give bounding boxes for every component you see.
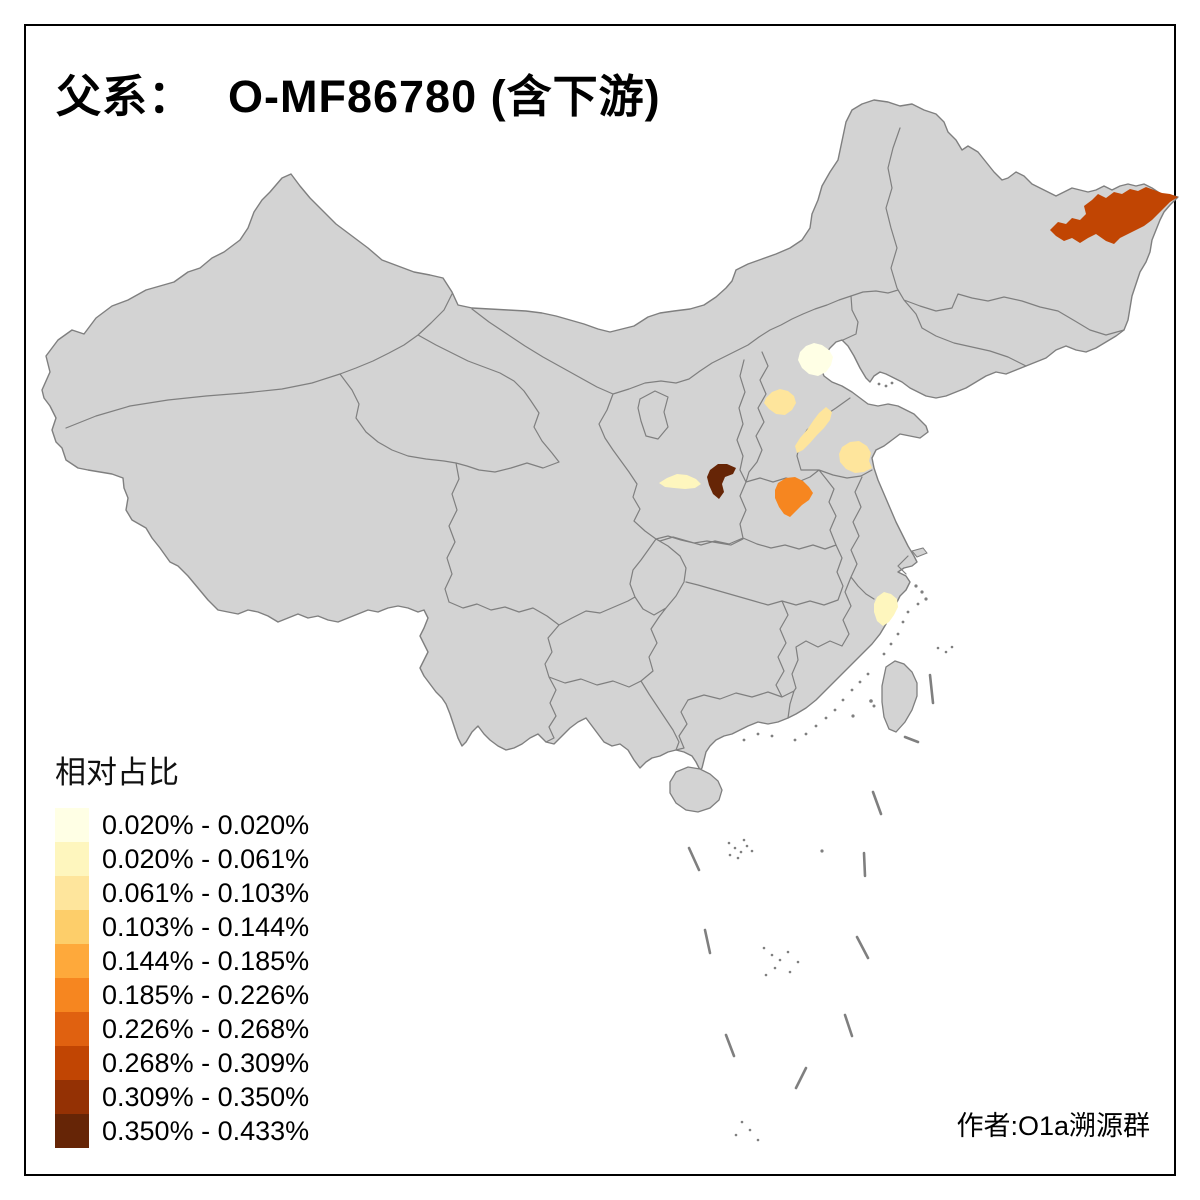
islet-specks [727, 381, 954, 1142]
legend-label: 0.268% - 0.309% [102, 1048, 310, 1078]
map-region-henan [775, 477, 813, 517]
title-haplogroup: O-MF86780 (含下游) [228, 71, 661, 122]
map-region-shanxi-north [764, 389, 796, 415]
legend-swatch [55, 944, 89, 978]
legend-swatch [55, 1046, 89, 1080]
legend-label: 0.020% - 0.020% [102, 810, 310, 840]
legend-swatch [55, 876, 89, 910]
mainland-outline [41, 99, 1179, 771]
legend-swatch [55, 910, 89, 944]
chongming-island [911, 547, 928, 558]
page-title: 父系： O-MF86780 (含下游) [56, 60, 661, 125]
legend-label: 0.226% - 0.268% [102, 1014, 310, 1044]
legend-item: 0.061% - 0.103% [55, 876, 309, 910]
legend-item: 0.226% - 0.268% [55, 1012, 309, 1046]
title-prefix: 父系： [56, 71, 195, 122]
legend-swatch [55, 1012, 89, 1046]
legend-label: 0.185% - 0.226% [102, 980, 310, 1010]
map-region-northeast [1050, 187, 1178, 244]
map-region-gansu-se [659, 474, 701, 489]
legend-label: 0.350% - 0.433% [102, 1116, 310, 1146]
legend-label: 0.020% - 0.061% [102, 844, 310, 874]
map-region-beijing [798, 343, 833, 376]
hainan-island [669, 766, 723, 813]
legend-swatch [55, 1080, 89, 1114]
legend-label: 0.309% - 0.350% [102, 1082, 310, 1112]
legend-swatch [55, 842, 89, 876]
legend-item: 0.103% - 0.144% [55, 910, 309, 944]
author-credit: 作者:O1a溯源群 [956, 1111, 1150, 1141]
legend-swatch [55, 808, 89, 842]
legend-label: 0.103% - 0.144% [102, 912, 310, 942]
map-region-shandong [839, 441, 872, 473]
legend-item: 0.020% - 0.020% [55, 808, 309, 842]
legend-item: 0.144% - 0.185% [55, 944, 309, 978]
legend-label: 0.061% - 0.103% [102, 878, 310, 908]
legend-swatch [55, 978, 89, 1012]
legend-item: 0.020% - 0.061% [55, 842, 309, 876]
legend-title: 相对占比 [55, 755, 179, 790]
legend-item: 0.268% - 0.309% [55, 1046, 309, 1080]
map-region-shanxi-south [795, 407, 832, 453]
plot-frame [24, 24, 1176, 1176]
map-region-zhejiang [874, 592, 898, 626]
map-region-shaanxi [707, 464, 736, 499]
legend-swatch [55, 1114, 89, 1148]
nine-dash-line [687, 673, 935, 1090]
legend-item: 0.309% - 0.350% [55, 1080, 309, 1114]
legend-item: 0.350% - 0.433% [55, 1114, 309, 1148]
legend-item: 0.185% - 0.226% [55, 978, 309, 1012]
legend: 相对占比 0.020% - 0.020% 0.020% - 0.061% 0.0… [55, 747, 309, 1148]
taiwan-island [881, 660, 918, 733]
legend-label: 0.144% - 0.185% [102, 946, 310, 976]
